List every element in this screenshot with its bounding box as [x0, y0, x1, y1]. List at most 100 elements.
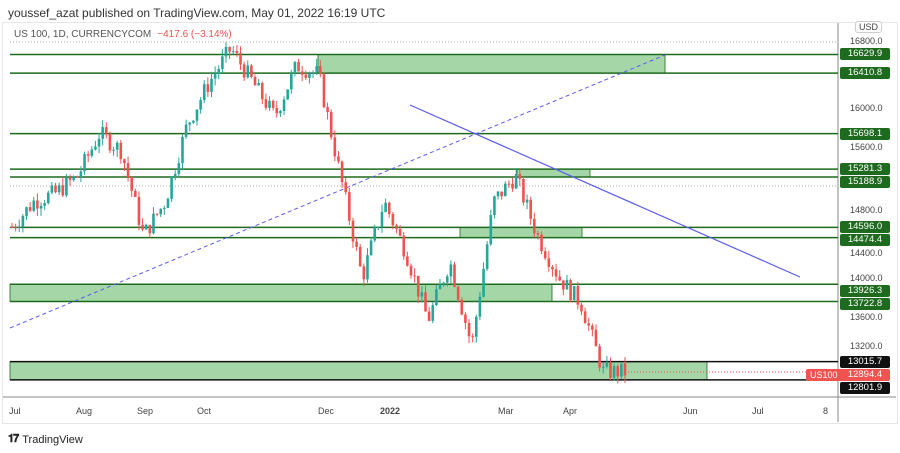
candle-body: [155, 213, 159, 215]
candle-body: [54, 185, 57, 193]
candle-body: [213, 73, 217, 79]
candle-body: [315, 66, 318, 73]
candle-body: [460, 299, 464, 315]
candle-body: [228, 46, 231, 52]
candle-body: [134, 190, 137, 197]
price-tick-label: 14000.0: [850, 273, 883, 283]
tradingview-logo[interactable]: 𝟏𝟕 TradingView: [8, 433, 83, 446]
candle-body: [21, 215, 25, 227]
candle-body: [119, 142, 123, 160]
descending-trendline: [409, 104, 801, 278]
candle-body: [289, 73, 293, 90]
candle-body: [253, 76, 257, 86]
price-level-label: 15698.1: [840, 127, 890, 140]
candle-body: [10, 227, 14, 228]
candle-body: [260, 82, 264, 100]
time-tick-label: Sep: [137, 406, 154, 416]
candle-body: [522, 178, 525, 203]
candle-body: [46, 192, 50, 204]
candle-body: [210, 78, 213, 92]
candle-body: [14, 227, 17, 229]
candle-body: [514, 174, 518, 189]
candle-body: [435, 289, 438, 306]
candle-body: [391, 213, 395, 226]
candle-body: [474, 316, 478, 337]
symbol-price-tag: US100: [806, 368, 842, 381]
candle-body: [467, 322, 471, 337]
time-tick-label: 2022: [380, 406, 401, 416]
candle-body: [300, 71, 304, 75]
candle-body: [195, 109, 199, 121]
candle-body: [163, 207, 166, 209]
candle-body: [406, 256, 409, 266]
candle-body: [554, 269, 558, 277]
candle-body: [547, 258, 551, 267]
candle-body: [453, 264, 456, 287]
candle-body: [333, 137, 337, 157]
price-level-label: 14474.4: [840, 234, 890, 247]
candle-body: [623, 363, 627, 376]
candle-body: [601, 366, 605, 368]
candle-body: [493, 196, 496, 216]
candle-body: [166, 198, 170, 208]
candle-body: [529, 199, 532, 219]
candle-body: [485, 244, 489, 269]
candle-body: [558, 276, 562, 281]
candle-body: [384, 202, 387, 213]
symbol-legend: US 100, 1D, CURRENCYCOM −417.6 (−3.14%): [14, 29, 232, 40]
price-tick-label: 13600.0: [850, 312, 883, 322]
candle-body: [97, 138, 101, 147]
candle-body: [358, 246, 362, 267]
candle-body: [43, 203, 46, 206]
support-resistance-zone: [9, 283, 553, 302]
price-level-label: 16629.9: [840, 48, 890, 61]
candle-body: [409, 265, 413, 276]
candle-body: [355, 241, 358, 247]
candle-body: [322, 74, 326, 108]
support-resistance-zone: [9, 361, 708, 381]
price-level-label: 12801.9: [840, 381, 890, 394]
candle-body: [177, 163, 181, 174]
candle-body: [94, 146, 97, 150]
candle-body: [202, 84, 206, 100]
candle-body: [449, 264, 453, 277]
candle-body: [311, 72, 315, 74]
candle-body: [525, 199, 529, 203]
candle-body: [275, 107, 279, 114]
support-resistance-zone: [459, 226, 583, 239]
candle-body: [351, 220, 355, 242]
candle-body: [224, 46, 228, 57]
candle-body: [221, 56, 224, 69]
candle-body: [496, 191, 500, 197]
candle-body: [576, 286, 580, 305]
candle-body: [279, 110, 282, 114]
time-tick-label: Aug: [76, 406, 93, 416]
candle-body: [348, 192, 351, 221]
candle-body: [65, 177, 68, 196]
candle-body: [144, 224, 148, 230]
candle-body: [373, 227, 377, 241]
candle-body: [86, 154, 90, 156]
candle-body: [362, 266, 366, 280]
candle-body: [101, 127, 104, 139]
candle-body: [438, 284, 442, 290]
chart-frame: [2, 22, 898, 424]
candle-body: [344, 182, 348, 193]
candle-body: [612, 366, 616, 378]
candle-body: [518, 174, 522, 179]
price-change: −417.6 (−3.14%): [157, 29, 232, 40]
currency-button[interactable]: USD: [855, 21, 883, 33]
candle-body: [398, 228, 402, 236]
candle-body: [57, 185, 61, 193]
candle-body: [464, 314, 467, 323]
price-tick-label: 16000.0: [850, 103, 883, 113]
candle-body: [591, 325, 594, 330]
candle-body: [445, 276, 449, 283]
candle-body: [402, 235, 406, 257]
time-tick-label: Jun: [683, 406, 698, 416]
candle-body: [609, 362, 612, 378]
candle-body: [181, 136, 184, 164]
candle-body: [329, 112, 333, 138]
candle-body: [264, 99, 268, 108]
